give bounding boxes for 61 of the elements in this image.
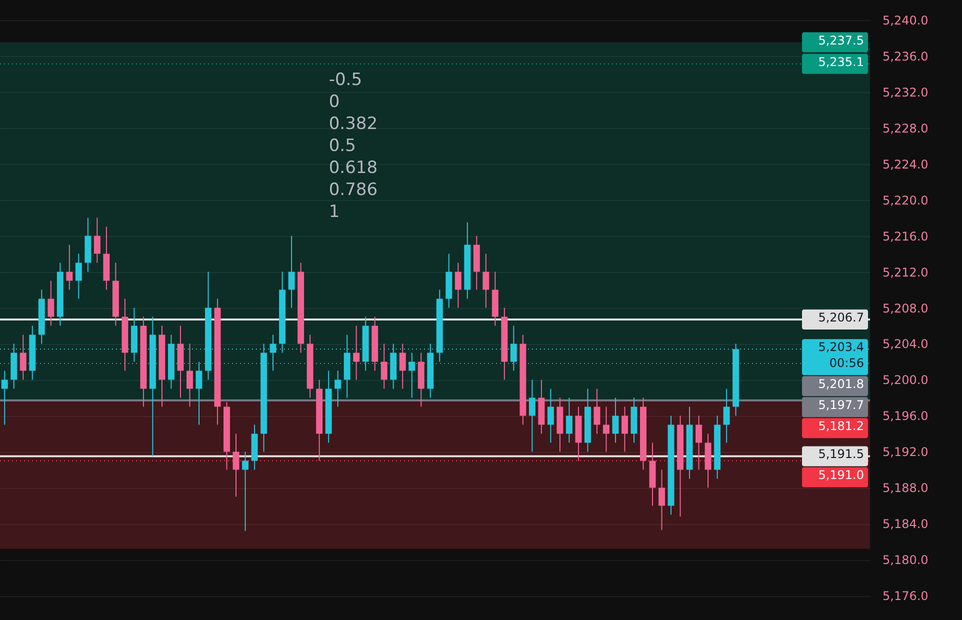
candlestick	[94, 217, 100, 264]
y-tick-label: 5,188.0	[882, 481, 928, 496]
candlestick	[75, 253, 82, 300]
candlestick	[186, 343, 193, 408]
annotation: 0.786	[328, 180, 378, 200]
candlestick	[232, 433, 240, 498]
y-tick-label: 5,212.0	[882, 265, 928, 280]
y-tick-label: 5,200.0	[882, 373, 928, 388]
annotation: 0.382	[328, 114, 378, 134]
y-tick-label: 5,220.0	[882, 193, 928, 208]
candlestick	[621, 406, 628, 452]
candlestick	[454, 262, 462, 308]
ref-line-label: 5,191.0	[818, 468, 864, 482]
band-label: 5,237.5	[818, 33, 864, 48]
band-label: 5,181.2	[818, 419, 864, 434]
candlestick	[594, 388, 600, 434]
y-tick-label: 5,236.0	[882, 49, 928, 64]
annotation: -0.5	[328, 70, 362, 90]
candlestick	[66, 244, 73, 290]
candlestick	[380, 343, 388, 390]
ref-line-label: 5,201.8	[818, 377, 864, 392]
candlestick	[196, 361, 202, 426]
y-tick-label: 5,216.0	[882, 229, 928, 244]
candlestick	[547, 388, 554, 444]
ref-line-label: 5,197.7	[818, 398, 864, 412]
candlestick	[353, 325, 360, 380]
ref-line-label: 5,235.1	[818, 54, 864, 69]
ref-line-label: 5,206.7	[818, 310, 864, 324]
candlestick	[723, 388, 730, 444]
candlestick	[602, 406, 610, 452]
candlestick	[334, 370, 342, 408]
y-tick-label: 5,192.0	[882, 445, 928, 460]
ref-line-label: 5,203.4 00:56	[818, 340, 864, 370]
candlestick	[566, 397, 572, 444]
candlestick	[612, 397, 619, 444]
y-tick-label: 5,204.0	[882, 337, 928, 352]
candlestick	[696, 415, 702, 470]
y-tick-label: 5,240.0	[882, 13, 928, 28]
y-tick-label: 5,224.0	[882, 157, 928, 172]
y-tick-label: 5,176.0	[882, 589, 928, 604]
ref-line-label: 5,191.5	[818, 447, 864, 462]
candlestick	[408, 352, 416, 398]
candlestick	[482, 253, 490, 308]
candlestick	[242, 451, 249, 532]
candlestick	[288, 235, 295, 308]
candlestick	[399, 343, 406, 390]
y-tick-label: 5,228.0	[882, 121, 928, 136]
candlestick	[20, 334, 26, 380]
annotation: 1	[328, 202, 340, 222]
annotation: 0.5	[328, 136, 356, 156]
annotation: 0	[328, 92, 340, 112]
y-tick-label: 5,180.0	[882, 553, 928, 568]
candlestick	[48, 280, 54, 326]
candlestick	[528, 379, 536, 452]
y-tick-label: 5,232.0	[882, 85, 928, 100]
annotation: 0.618	[328, 158, 378, 178]
y-tick-label: 5,208.0	[882, 301, 928, 316]
candlestick	[1, 370, 8, 426]
y-tick-label: 5,196.0	[882, 409, 928, 424]
y-tick-label: 5,184.0	[882, 517, 928, 532]
candlestick	[658, 469, 665, 531]
